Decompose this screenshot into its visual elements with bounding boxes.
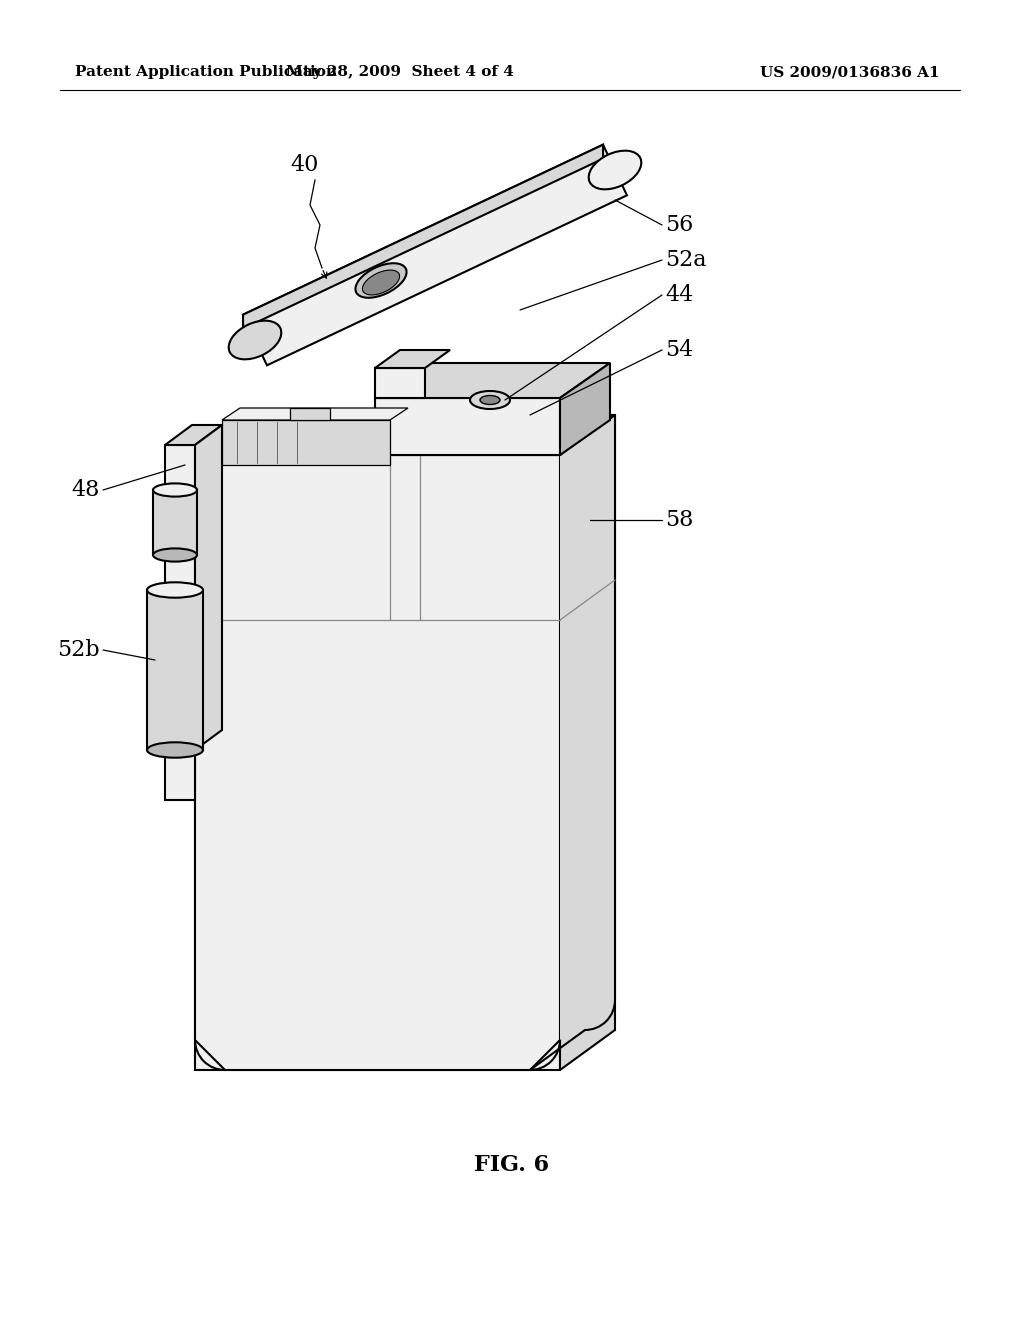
Text: Patent Application Publication: Patent Application Publication	[75, 65, 337, 79]
Polygon shape	[560, 414, 615, 1040]
Polygon shape	[153, 490, 197, 554]
Text: FIG. 6: FIG. 6	[474, 1154, 550, 1176]
Ellipse shape	[355, 263, 407, 298]
Polygon shape	[165, 750, 195, 800]
Polygon shape	[195, 414, 615, 455]
Text: 48: 48	[72, 479, 100, 502]
Polygon shape	[222, 408, 408, 420]
Text: 52b: 52b	[57, 639, 100, 661]
Ellipse shape	[589, 150, 641, 189]
Text: 58: 58	[665, 510, 693, 531]
Polygon shape	[375, 368, 425, 399]
Polygon shape	[290, 408, 330, 420]
Ellipse shape	[480, 396, 500, 404]
Polygon shape	[243, 145, 603, 329]
Text: 52a: 52a	[665, 249, 707, 271]
Text: May 28, 2009  Sheet 4 of 4: May 28, 2009 Sheet 4 of 4	[286, 65, 514, 79]
Polygon shape	[243, 145, 627, 366]
Polygon shape	[147, 590, 203, 750]
Polygon shape	[165, 445, 195, 750]
Ellipse shape	[228, 321, 282, 359]
Ellipse shape	[153, 483, 197, 496]
Ellipse shape	[147, 582, 203, 598]
Polygon shape	[560, 414, 615, 1071]
Text: 54: 54	[665, 339, 693, 360]
Text: 56: 56	[665, 214, 693, 236]
Text: 44: 44	[665, 284, 693, 306]
Polygon shape	[222, 420, 390, 465]
Ellipse shape	[470, 391, 510, 409]
Text: 40: 40	[290, 154, 318, 176]
Ellipse shape	[147, 742, 203, 758]
Text: US 2009/0136836 A1: US 2009/0136836 A1	[760, 65, 940, 79]
Polygon shape	[375, 399, 560, 455]
Polygon shape	[165, 425, 222, 445]
Ellipse shape	[153, 548, 197, 561]
Polygon shape	[195, 425, 222, 750]
Polygon shape	[195, 455, 560, 1071]
Polygon shape	[195, 455, 560, 1071]
Polygon shape	[560, 363, 610, 455]
Polygon shape	[375, 350, 450, 368]
Ellipse shape	[362, 271, 399, 294]
Polygon shape	[375, 363, 610, 399]
